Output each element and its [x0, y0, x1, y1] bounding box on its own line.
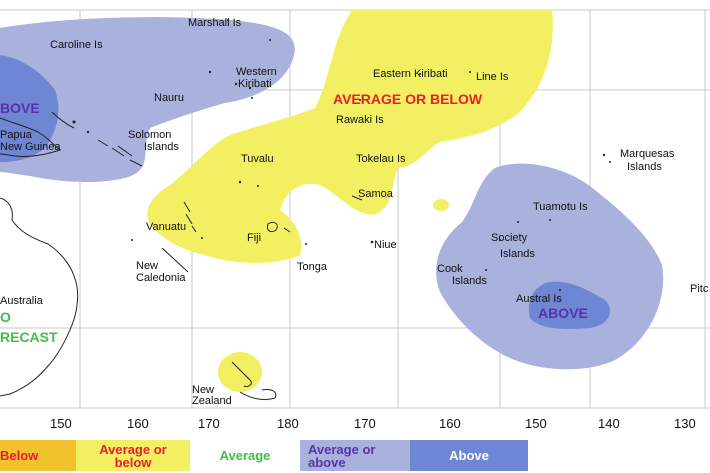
label-tuvalu: Tuvalu	[241, 153, 274, 165]
rainfall-outlook-map: BOVE AVERAGE OR BELOW O RECAST ABOVE Mar…	[0, 9, 710, 431]
region-average-or-above-west	[0, 17, 295, 183]
region-above-east	[528, 281, 610, 329]
legend-average-or-above-label: Average or above	[308, 441, 376, 470]
label-niue: Niue	[374, 239, 397, 251]
region-label-no-forecast-1: O	[0, 309, 11, 325]
label-solomon-1: Solomon	[128, 129, 171, 141]
label-solomon-2: Islands	[144, 141, 179, 153]
label-new-zealand-2: Zealand	[192, 395, 232, 407]
legend-below: Below	[0, 440, 76, 471]
region-label-above-west: BOVE	[0, 100, 40, 116]
label-society-1: Society	[491, 232, 528, 244]
label-png-2: New Guinea	[0, 141, 61, 153]
tick-label: 140	[598, 416, 620, 431]
label-new-zealand-1: New	[192, 384, 214, 396]
coast-new-zealand-north	[231, 361, 252, 387]
label-marquesas-2: Islands	[627, 161, 662, 173]
label-tuamotu: Tuamotu Is	[533, 201, 588, 213]
legend-average-label: Average	[219, 448, 271, 463]
label-new-caledonia-1: New	[136, 260, 158, 272]
longitude-axis: 150 160 170 180 170 160 150 140 130	[50, 416, 696, 431]
region-average-or-below	[147, 10, 553, 263]
coast-solomon-islands	[97, 139, 143, 167]
legend-average-or-above: Average or above	[300, 440, 410, 471]
label-austral: Austral Is	[516, 293, 562, 305]
label-eastern-kiribati: Eastern Kiribati	[373, 68, 448, 80]
place-labels: Marshall Is Caroline Is Western Kiribati…	[0, 17, 709, 407]
legend-average-or-below: Average or below	[76, 440, 190, 471]
tick-label: 150	[525, 416, 547, 431]
tick-label: 150	[50, 416, 72, 431]
tick-label: 170	[198, 416, 220, 431]
label-cook-2: Islands	[452, 275, 487, 287]
coast-new-zealand-south	[239, 389, 277, 401]
legend-average: Average	[190, 440, 300, 471]
label-pitcairn: Pitc	[690, 283, 709, 295]
label-tonga: Tonga	[297, 261, 328, 273]
coast-papua-new-guinea	[0, 117, 62, 157]
label-cook-1: Cook	[437, 263, 463, 275]
region-label-above-east: ABOVE	[538, 305, 588, 321]
coastlines	[0, 111, 363, 401]
tick-label: 170	[354, 416, 376, 431]
label-samoa: Samoa	[358, 188, 394, 200]
region-average-or-below-nz	[218, 352, 262, 392]
label-rawaki: Rawaki Is	[336, 114, 384, 126]
label-marshall: Marshall Is	[188, 17, 242, 29]
region-average-or-above-east	[436, 163, 664, 370]
label-society-2: Islands	[500, 248, 535, 260]
tick-label: 130	[674, 416, 696, 431]
legend-below-label: Below	[0, 448, 39, 463]
legend-above-label: Above	[449, 448, 489, 463]
label-western-kiribati-1: Western	[236, 66, 277, 78]
label-western-kiribati-2: Kiribati	[238, 78, 272, 90]
coast-vanuatu	[183, 201, 197, 233]
tick-label: 180	[277, 416, 299, 431]
label-nauru: Nauru	[154, 92, 184, 104]
label-new-caledonia-2: Caledonia	[136, 272, 186, 284]
coast-new-caledonia	[161, 247, 189, 273]
region-above-west	[0, 55, 59, 162]
label-caroline: Caroline Is	[50, 39, 103, 51]
tick-label: 160	[439, 416, 461, 431]
coast-new-britain	[51, 111, 75, 129]
small-islands	[72, 19, 611, 291]
tick-label: 160	[127, 416, 149, 431]
legend: Below Average or below Average Average o…	[0, 440, 528, 471]
label-australia: Australia	[0, 295, 44, 307]
region-label-no-forecast-2: RECAST	[0, 329, 58, 345]
region-average-or-below-spot	[433, 199, 449, 211]
legend-average-or-below-label: Average or below	[99, 441, 167, 470]
label-vanuatu: Vanuatu	[146, 221, 186, 233]
legend-above: Above	[410, 440, 528, 471]
region-label-average-or-below: AVERAGE OR BELOW	[333, 91, 483, 107]
label-fiji: Fiji	[247, 232, 261, 244]
label-marquesas-1: Marquesas	[620, 148, 675, 160]
coast-australia	[0, 197, 79, 397]
label-png-1: Papua	[0, 129, 33, 141]
coast-samoa	[351, 195, 363, 201]
coast-fiji	[267, 221, 291, 233]
label-tokelau: Tokelau Is	[356, 153, 406, 165]
label-line-is: Line Is	[476, 71, 509, 83]
